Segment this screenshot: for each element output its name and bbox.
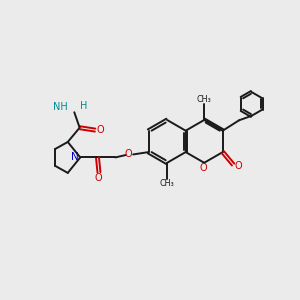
Text: O: O [235,161,242,171]
Text: H: H [80,101,87,111]
Text: O: O [94,172,102,183]
Text: O: O [124,148,132,159]
Text: NH: NH [53,102,68,112]
Text: O: O [97,125,104,135]
Text: N: N [71,152,79,162]
Text: CH₃: CH₃ [197,95,212,104]
Text: O: O [200,163,207,173]
Text: CH₃: CH₃ [160,179,175,188]
